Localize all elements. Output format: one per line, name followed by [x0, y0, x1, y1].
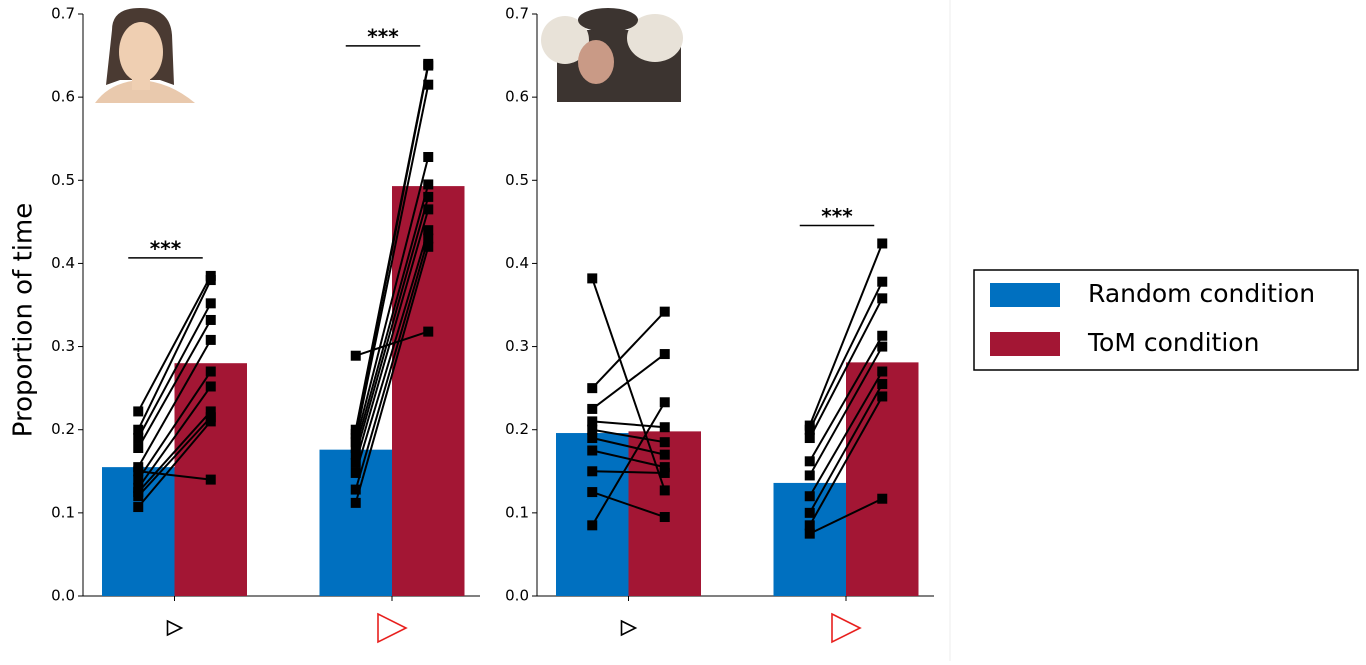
point — [587, 487, 597, 497]
y-tick-label: 0.7 — [505, 5, 529, 23]
point — [351, 351, 361, 361]
point — [351, 498, 361, 508]
point — [587, 383, 597, 393]
x-tick-icon — [168, 621, 182, 635]
point — [423, 204, 433, 214]
pair-line — [592, 354, 665, 409]
legend: Random condition ToM condition — [974, 270, 1358, 370]
point — [660, 437, 670, 447]
y-tick-label: 0.3 — [51, 337, 75, 355]
point — [587, 273, 597, 283]
human-icon — [95, 8, 195, 103]
y-axis-label: Proportion of time — [9, 203, 39, 437]
pair-line — [592, 312, 665, 388]
point — [877, 367, 887, 377]
point — [877, 293, 887, 303]
point — [660, 397, 670, 407]
point — [587, 404, 597, 414]
point — [805, 529, 815, 539]
point — [206, 335, 216, 345]
point — [133, 491, 143, 501]
point — [877, 342, 887, 352]
legend-label: ToM condition — [1087, 328, 1259, 357]
point — [206, 315, 216, 325]
point — [351, 458, 361, 468]
point — [587, 466, 597, 476]
point — [206, 367, 216, 377]
point — [206, 298, 216, 308]
y-tick-label: 0.3 — [505, 337, 529, 355]
y-tick-label: 0.2 — [505, 420, 529, 438]
chart: Random conditionToM condition 0.00.10.20… — [0, 0, 1366, 661]
y-tick-label: 0.2 — [51, 420, 75, 438]
y-tick-label: 0.5 — [505, 171, 529, 189]
marmoset-icon — [541, 8, 683, 102]
y-tick-label: 0.1 — [51, 503, 75, 521]
point — [206, 381, 216, 391]
point — [351, 468, 361, 478]
point — [877, 379, 887, 389]
x-tick-icon — [832, 614, 860, 642]
y-tick-label: 0.4 — [51, 254, 75, 272]
point — [587, 520, 597, 530]
y-tick-label: 0.4 — [505, 254, 529, 272]
point — [133, 433, 143, 443]
y-tick-label: 0.0 — [505, 587, 529, 605]
x-tick-icon — [622, 621, 636, 635]
point — [660, 485, 670, 495]
y-tick-label: 0.1 — [505, 503, 529, 521]
point — [206, 275, 216, 285]
point — [805, 470, 815, 480]
y-tick-label: 0.5 — [51, 171, 75, 189]
point — [351, 485, 361, 495]
y-tick-label: 0.7 — [51, 5, 75, 23]
point — [133, 406, 143, 416]
legend-label: Random condition — [1088, 279, 1315, 308]
point — [423, 152, 433, 162]
point — [877, 494, 887, 504]
point — [423, 80, 433, 90]
point — [877, 391, 887, 401]
y-tick-label: 0.6 — [51, 88, 75, 106]
point — [660, 468, 670, 478]
point — [660, 422, 670, 432]
point — [660, 450, 670, 460]
point — [805, 433, 815, 443]
point — [660, 512, 670, 522]
point — [206, 475, 216, 485]
bar — [556, 433, 629, 596]
page: {"chart_data": [ {"type": "bar", "ylabel… — [0, 0, 1366, 665]
legend-swatch — [990, 332, 1060, 356]
point — [660, 307, 670, 317]
significance-label: *** — [367, 24, 399, 48]
point — [660, 349, 670, 359]
significance-label: *** — [150, 236, 182, 260]
point — [805, 508, 815, 518]
point — [877, 238, 887, 248]
legend-swatch — [990, 283, 1060, 307]
point — [877, 277, 887, 287]
point — [423, 242, 433, 252]
point — [587, 446, 597, 456]
point — [133, 443, 143, 453]
point — [423, 327, 433, 337]
panel: 0.0 0.1 0.2 0.3 0.4 0.5 0.6 0.7 Proportion of ti… — [9, 5, 481, 643]
point — [423, 179, 433, 189]
point — [133, 462, 143, 472]
y-tick-label: 0.0 — [51, 587, 75, 605]
x-tick-icon — [378, 614, 406, 642]
y-tick-label: 0.6 — [505, 88, 529, 106]
point — [805, 491, 815, 501]
point — [587, 433, 597, 443]
significance-label: *** — [821, 204, 853, 228]
point — [133, 502, 143, 512]
point — [877, 331, 887, 341]
point — [423, 61, 433, 71]
point — [805, 456, 815, 466]
point — [206, 416, 216, 426]
point — [423, 192, 433, 202]
